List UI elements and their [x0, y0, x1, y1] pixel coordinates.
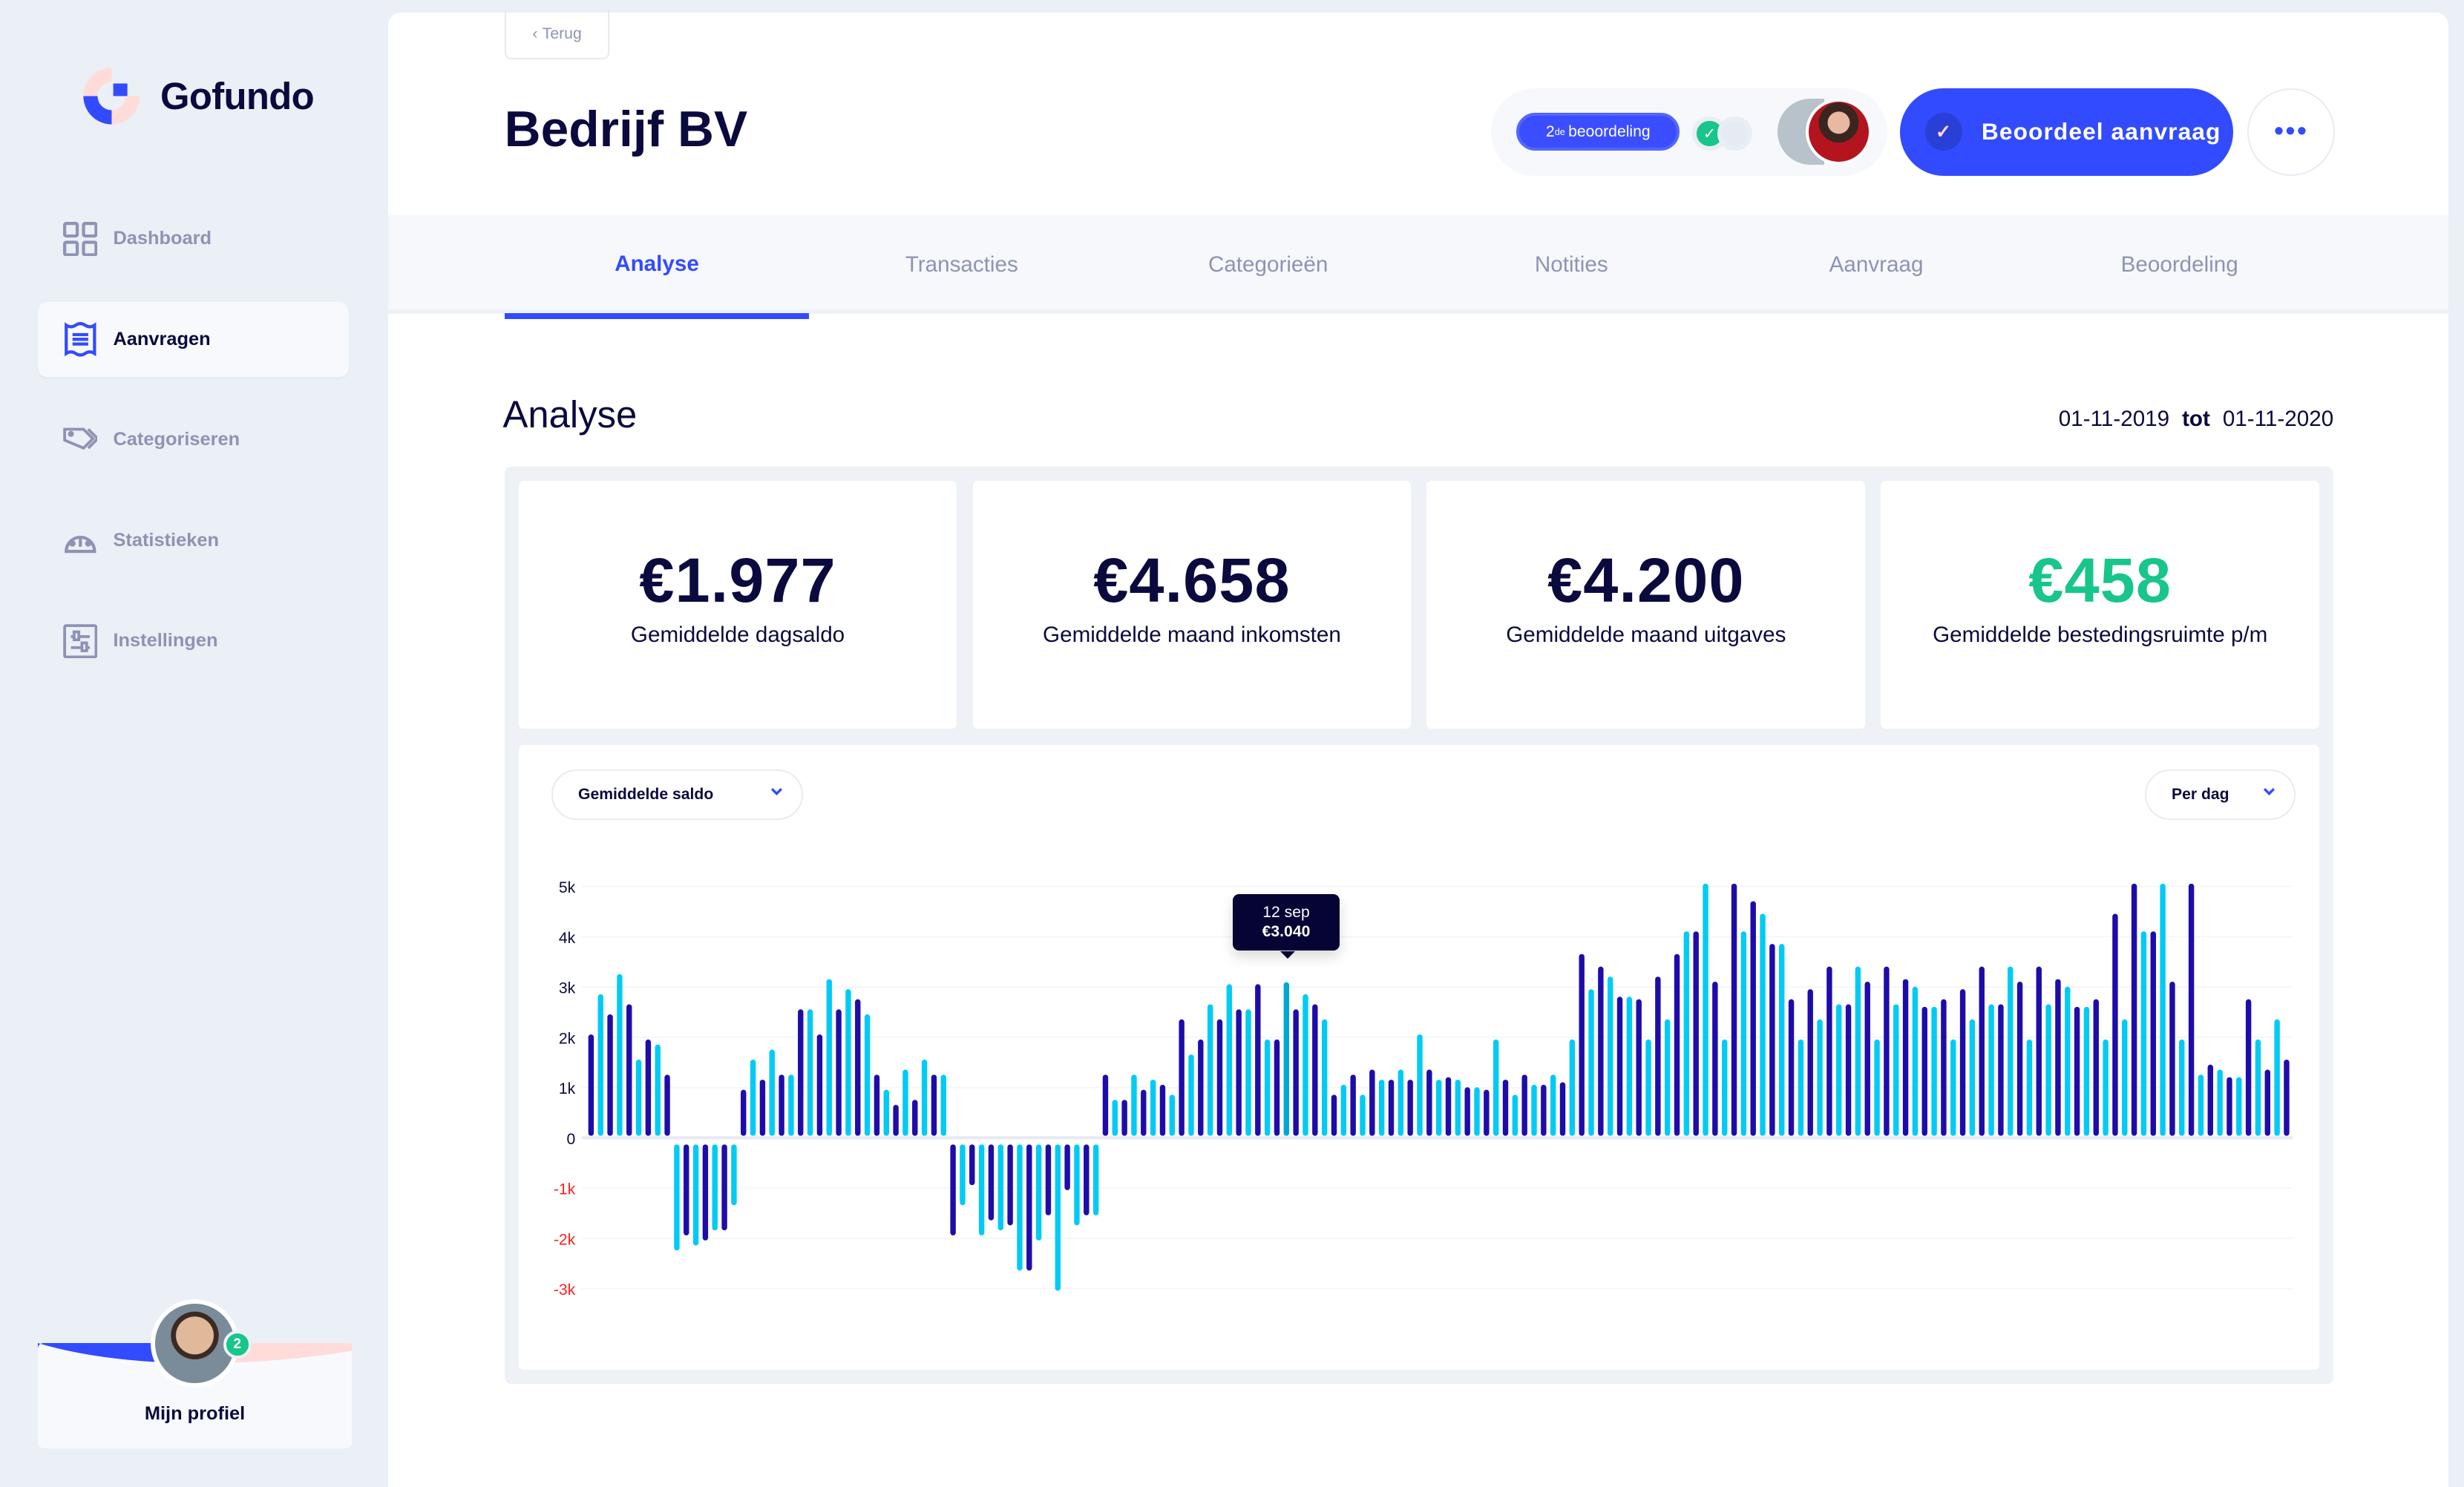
y-tick-label: 4k: [559, 929, 576, 946]
check-pending-icon: [1717, 116, 1752, 151]
gauge-icon: [64, 536, 96, 554]
stat-card: €4.200 Gemiddelde maand uitgaves: [1426, 480, 1866, 729]
back-label: Terug: [542, 24, 582, 42]
y-tick-label: 3k: [559, 979, 576, 997]
sidebar-item-dashboard[interactable]: Dashboard: [38, 201, 349, 277]
sliders-icon: [62, 623, 98, 658]
page-title: Bedrijf BV: [504, 101, 748, 157]
brand-name: Gofundo: [160, 74, 315, 117]
tooltip-value: €3.040: [1262, 922, 1311, 940]
review-round-badge[interactable]: 2 de beoordeling: [1516, 113, 1680, 151]
y-tick-label: -3k: [554, 1281, 576, 1299]
receipt-icon: [64, 322, 96, 357]
analysis-panel: €1.977 Gemiddelde dagsaldo €4.658 Gemiddel…: [504, 466, 2334, 1385]
tab-beoordeling[interactable]: Beoordeling: [2120, 252, 2238, 277]
chevron-down-icon: [770, 787, 782, 795]
stat-label: Gemiddelde maand inkomsten: [1043, 623, 1341, 648]
date-range[interactable]: 01-11-2019 tot 01-11-2020: [2059, 407, 2333, 432]
sidebar-item-aanvragen[interactable]: Aanvragen: [37, 301, 350, 378]
y-tick-label: 1k: [559, 1080, 576, 1097]
period-select[interactable]: Per dag: [2145, 769, 2296, 821]
balance-bar-chart: 5k 4k 3k 2k 1k 0 -1k -2k -3k: [554, 879, 2293, 1299]
main-content: ‹ Terug Bedrijf BV 2 de beoordeling ✓ ✓ Beoo…: [387, 9, 2448, 1487]
tab-analyse[interactable]: Analyse: [504, 215, 810, 319]
y-tick-label: -2k: [554, 1231, 576, 1248]
chart-tooltip: 12 sep €3.040: [1233, 893, 1340, 959]
profile-card[interactable]: 2 Mijn profiel: [37, 1299, 353, 1449]
sidebar-item-label: Statistieken: [113, 529, 219, 551]
y-tick-label: 5k: [559, 879, 576, 896]
more-options-button[interactable]: •••: [2247, 88, 2336, 177]
sidebar-item-label: Instellingen: [113, 630, 218, 651]
chart-card: Gemiddelde saldo Per dag 5k 4k 3k 2k 1k 0 -1k -…: [518, 744, 2320, 1371]
review-application-button[interactable]: ✓ Beoordeel aanvraag: [1899, 88, 2233, 177]
gofundo-logo-icon: [83, 68, 140, 125]
sidebar-item-label: Dashboard: [113, 228, 212, 249]
profile-label: Mijn profiel: [144, 1402, 246, 1424]
sidebar-item-categoriseren[interactable]: Categoriseren: [38, 402, 349, 478]
chevron-left-icon: ‹: [532, 24, 538, 42]
round-label: beoordeling: [1568, 122, 1651, 140]
stat-value: €458: [2028, 544, 2172, 615]
metric-select[interactable]: Gemiddelde saldo: [551, 769, 803, 821]
date-separator: tot: [2182, 407, 2210, 432]
stat-card: €4.658 Gemiddelde maand inkomsten: [972, 480, 1412, 729]
stat-value: €4.200: [1547, 544, 1745, 615]
tab-bar: Analyse Transacties Categorieën Notities…: [387, 215, 2448, 319]
chevron-down-icon: [2263, 787, 2275, 795]
logo[interactable]: Gofundo: [79, 63, 315, 129]
stat-value: €1.977: [639, 544, 836, 615]
review-application-label: Beoordeel aanvraag: [1981, 118, 2221, 145]
stat-label: Gemiddelde bestedingsruimte p/m: [1933, 623, 2268, 648]
check-icon: ✓: [1924, 113, 1963, 151]
stat-value: €4.658: [1093, 544, 1291, 615]
sidebar: Gofundo Dashboard Aanvragen Categorisere…: [0, 0, 388, 1486]
tab-aanvraag[interactable]: Aanvraag: [1829, 252, 1924, 277]
date-from: 01-11-2019: [2058, 407, 2170, 432]
metric-select-value: Gemiddelde saldo: [578, 786, 714, 804]
tooltip-date: 12 sep: [1262, 904, 1310, 922]
round-suffix: de: [1554, 126, 1565, 137]
sidebar-item-statistieken[interactable]: Statistieken: [38, 503, 349, 579]
tab-categorieen[interactable]: Categorieën: [1208, 252, 1328, 277]
period-select-value: Per dag: [2171, 786, 2229, 804]
tags-icon: [62, 427, 98, 450]
sidebar-item-instellingen[interactable]: Instellingen: [38, 603, 349, 679]
stat-card: €1.977 Gemiddelde dagsaldo: [518, 480, 957, 729]
sidebar-item-label: Categoriseren: [113, 429, 240, 450]
y-tick-label: 2k: [559, 1030, 576, 1047]
tab-transacties[interactable]: Transacties: [905, 252, 1018, 277]
stat-label: Gemiddelde dagsaldo: [630, 623, 845, 648]
stat-card: €458 Gemiddelde bestedingsruimte p/m: [1881, 480, 2320, 729]
review-status-group: 2 de beoordeling ✓: [1491, 88, 1887, 177]
reviewer-avatar-2[interactable]: [1805, 99, 1872, 165]
tab-notities[interactable]: Notities: [1534, 252, 1608, 277]
y-tick-label: 0: [566, 1130, 575, 1147]
back-button[interactable]: ‹ Terug: [504, 9, 610, 60]
section-title: Analyse: [502, 393, 638, 436]
stat-label: Gemiddelde maand uitgaves: [1506, 623, 1786, 648]
notification-badge: 2: [223, 1330, 252, 1359]
sidebar-nav: Dashboard Aanvragen Categoriseren Statis…: [37, 201, 350, 704]
sidebar-item-label: Aanvragen: [113, 328, 211, 349]
y-tick-label: -1k: [554, 1181, 576, 1198]
dashboard-grid-icon: [62, 221, 98, 257]
date-to: 01-11-2020: [2222, 407, 2334, 432]
round-number: 2: [1545, 122, 1555, 140]
